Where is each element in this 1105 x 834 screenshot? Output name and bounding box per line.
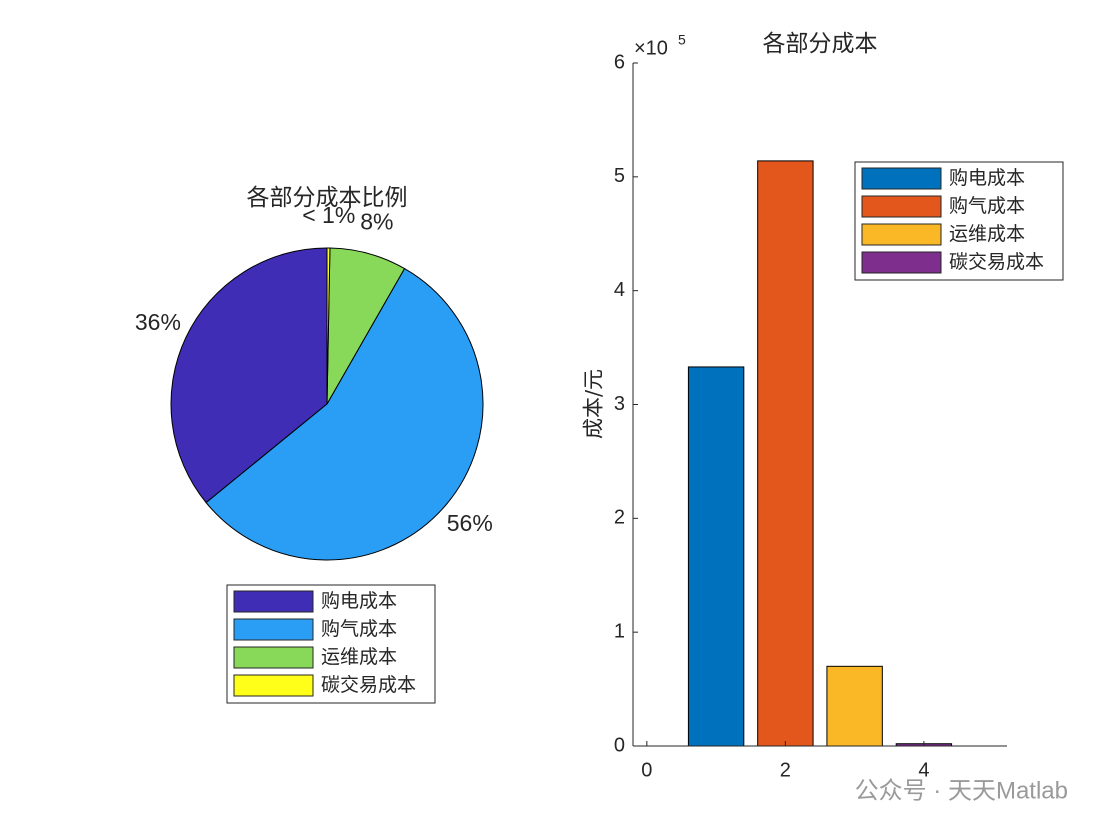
legend-label: 碳交易成本 — [321, 674, 416, 696]
legend-swatch — [233, 646, 314, 669]
pie-slice — [326, 247, 331, 405]
pie-label: 8% — [360, 209, 393, 235]
y-tick-label: 4 — [614, 279, 625, 301]
bar-title: 各部分成本 — [763, 31, 878, 57]
legend-swatch — [233, 590, 314, 613]
legend-label: 碳交易成本 — [949, 251, 1044, 273]
legend-swatch — [233, 674, 314, 697]
legend-swatch — [861, 167, 942, 190]
bar — [687, 366, 745, 747]
legend-swatch — [861, 223, 942, 246]
legend-label: 购电成本 — [949, 167, 1025, 189]
legend-label: 运维成本 — [321, 646, 397, 668]
bar — [757, 160, 814, 747]
legend-label: 购气成本 — [321, 618, 397, 640]
legend-swatch — [861, 195, 942, 218]
y-exponent: 5 — [678, 32, 686, 48]
y-tick-label: 0 — [614, 734, 625, 756]
pie-label: 56% — [447, 510, 493, 536]
pie-title: 各部分成本比例 — [247, 185, 408, 211]
watermark: 公众号 · 天天Matlab — [855, 777, 1068, 804]
pie-label: 36% — [135, 309, 181, 335]
x-tick-label: 4 — [918, 759, 929, 781]
pie-slice — [205, 267, 484, 561]
legend-swatch — [233, 618, 314, 641]
y-tick-label: 2 — [614, 507, 625, 529]
legend-label: 购电成本 — [321, 590, 397, 612]
legend-swatch — [861, 251, 942, 274]
legend-label: 购气成本 — [949, 195, 1025, 217]
x-tick-label: 2 — [780, 759, 791, 781]
y-axis-label: 成本/元 — [582, 369, 606, 439]
pie-label: < 1% — [302, 202, 355, 228]
y-multiplier: ×10 — [634, 37, 668, 59]
y-tick-label: 3 — [614, 393, 625, 415]
legend-label: 运维成本 — [949, 223, 1025, 245]
y-tick-label: 5 — [614, 165, 625, 187]
pie-slice — [170, 247, 328, 504]
bar — [826, 665, 883, 747]
x-tick-label: 0 — [641, 759, 652, 781]
y-tick-label: 1 — [614, 620, 625, 642]
y-tick-label: 6 — [614, 51, 625, 73]
